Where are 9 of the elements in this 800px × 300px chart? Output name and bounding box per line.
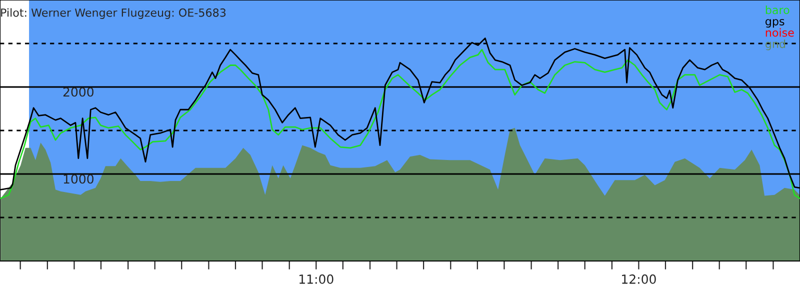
- text: Pilot: Werner Wenger Flugzeug: OE-5683: [1, 8, 226, 19]
- text: gnd: [766, 39, 786, 50]
- text: baro: [766, 6, 790, 14]
- text: gps: [766, 19, 784, 28]
- y-tick-label: 1000: [64, 174, 94, 184]
- x-tick-label: 12:00: [622, 274, 656, 284]
- x-tick-label: 11:00: [299, 274, 334, 284]
- legend-label: noise: [766, 28, 794, 37]
- y-tick-label: 2000: [63, 87, 94, 97]
